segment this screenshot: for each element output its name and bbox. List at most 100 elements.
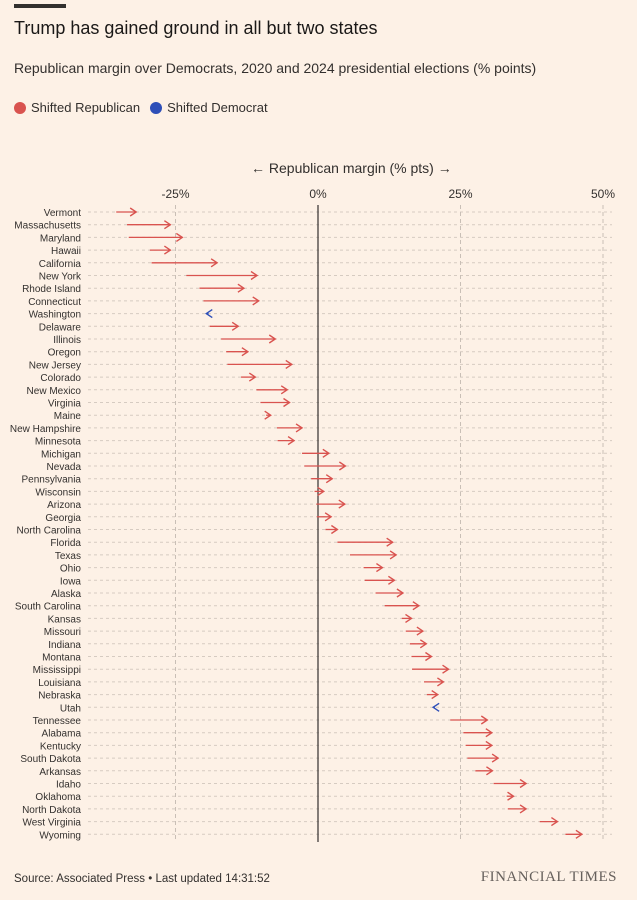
state-label: Oklahoma bbox=[35, 792, 81, 803]
state-label: North Carolina bbox=[17, 526, 82, 537]
shift-arrow bbox=[314, 486, 325, 496]
state-label: Louisiana bbox=[38, 678, 81, 689]
chart-title: Trump has gained ground in all but two s… bbox=[14, 18, 378, 38]
arrow-head bbox=[416, 626, 425, 636]
arrow-head bbox=[405, 613, 413, 623]
arrow-head bbox=[287, 436, 296, 446]
shift-arrow bbox=[363, 563, 384, 573]
shift-arrow bbox=[221, 334, 277, 344]
arrow-head bbox=[575, 829, 584, 839]
tick-label: 50% bbox=[591, 187, 615, 201]
source-note: Source: Associated Press • Last updated … bbox=[14, 873, 270, 885]
arrow-head bbox=[519, 778, 528, 789]
state-label: Alabama bbox=[42, 729, 82, 740]
arrow-head bbox=[231, 321, 240, 331]
shift-arrow bbox=[277, 436, 296, 446]
arrow-head bbox=[129, 207, 138, 217]
arrow-head bbox=[419, 639, 428, 649]
arrow-head bbox=[325, 474, 334, 484]
shift-arrow bbox=[316, 499, 347, 509]
shift-arrow bbox=[405, 626, 425, 636]
state-label: Iowa bbox=[60, 576, 82, 587]
arrow-head bbox=[485, 728, 494, 738]
shift-arrow bbox=[241, 372, 257, 382]
state-label: California bbox=[39, 259, 82, 270]
legend-item-republican: Shifted Republican bbox=[14, 100, 140, 115]
arrow-head bbox=[431, 690, 439, 700]
arrow-head bbox=[387, 575, 396, 585]
shift-arrow bbox=[149, 245, 172, 255]
shift-arrow bbox=[450, 715, 489, 725]
arrow-head bbox=[237, 283, 246, 293]
state-label: New York bbox=[39, 272, 82, 283]
shift-arrow bbox=[316, 512, 333, 522]
democrat-dot-icon bbox=[150, 101, 163, 114]
state-label: Virginia bbox=[48, 399, 82, 410]
arrow-head bbox=[485, 740, 494, 750]
arrow-head bbox=[322, 448, 331, 458]
arrow-head bbox=[389, 550, 398, 560]
arrow-head bbox=[248, 372, 257, 382]
state-label: Massachusetts bbox=[14, 221, 81, 232]
state-label: Illinois bbox=[53, 335, 81, 346]
shift-arrow bbox=[256, 385, 289, 395]
arrow-head bbox=[551, 817, 559, 827]
arrow-head bbox=[412, 601, 421, 611]
state-label: Maine bbox=[54, 411, 82, 422]
arrow-head bbox=[386, 537, 394, 547]
shift-arrow bbox=[463, 728, 494, 738]
state-label: South Dakota bbox=[20, 754, 81, 765]
arrow-head bbox=[396, 588, 405, 598]
shift-arrow bbox=[325, 524, 339, 535]
shift-arrow bbox=[412, 664, 450, 674]
shift-arrow bbox=[128, 232, 184, 242]
shift-arrow bbox=[304, 461, 347, 471]
tick-label: -25% bbox=[161, 187, 189, 201]
state-label: New Mexico bbox=[27, 386, 82, 397]
state-label: Rhode Island bbox=[22, 284, 81, 295]
state-label: Alaska bbox=[51, 589, 81, 600]
state-label: Wisconsin bbox=[35, 487, 81, 498]
arrow-head bbox=[330, 524, 339, 535]
state-label: Minnesota bbox=[35, 437, 82, 448]
publisher-logo: FINANCIAL TIMES bbox=[480, 869, 617, 885]
shift-arrow bbox=[302, 448, 331, 458]
tick-label: 0% bbox=[309, 187, 327, 201]
legend-label-republican: Shifted Republican bbox=[31, 100, 141, 115]
state-label: New Hampshire bbox=[10, 424, 82, 435]
shift-arrow bbox=[349, 550, 398, 560]
arrow-head bbox=[264, 410, 272, 420]
state-label: Wyoming bbox=[39, 830, 81, 841]
state-label: Idaho bbox=[56, 780, 81, 791]
state-label: Oregon bbox=[48, 348, 81, 359]
shift-arrow bbox=[493, 778, 528, 789]
state-label: Hawaii bbox=[51, 246, 81, 257]
shift-arrow bbox=[507, 804, 528, 814]
arrow-head bbox=[268, 334, 277, 344]
state-label: West Virginia bbox=[22, 818, 81, 829]
arrow-head bbox=[437, 677, 445, 687]
arrow-head bbox=[491, 753, 500, 763]
shift-arrow bbox=[401, 613, 413, 623]
state-label: Arizona bbox=[47, 500, 81, 511]
shift-arrow bbox=[426, 690, 439, 700]
shift-arrow bbox=[209, 321, 240, 331]
arrow-head bbox=[210, 258, 219, 268]
state-label: Kansas bbox=[48, 614, 81, 625]
shift-arrow bbox=[127, 220, 172, 230]
shift-arrow bbox=[311, 474, 334, 484]
shift-arrow bbox=[199, 283, 246, 293]
shift-arrow bbox=[411, 651, 433, 662]
arrow-head bbox=[241, 347, 250, 357]
arrow-head bbox=[280, 385, 289, 395]
state-label: Utah bbox=[60, 703, 81, 714]
state-label: Mississippi bbox=[33, 665, 81, 676]
shift-arrow bbox=[116, 207, 138, 217]
shift-arrow bbox=[337, 537, 394, 547]
arrow-head bbox=[324, 512, 333, 522]
arrow-head bbox=[486, 766, 494, 776]
shift-arrow bbox=[375, 588, 405, 598]
republican-dot-icon bbox=[14, 101, 26, 114]
arrow-head bbox=[431, 702, 440, 712]
state-label: Texas bbox=[55, 551, 81, 562]
